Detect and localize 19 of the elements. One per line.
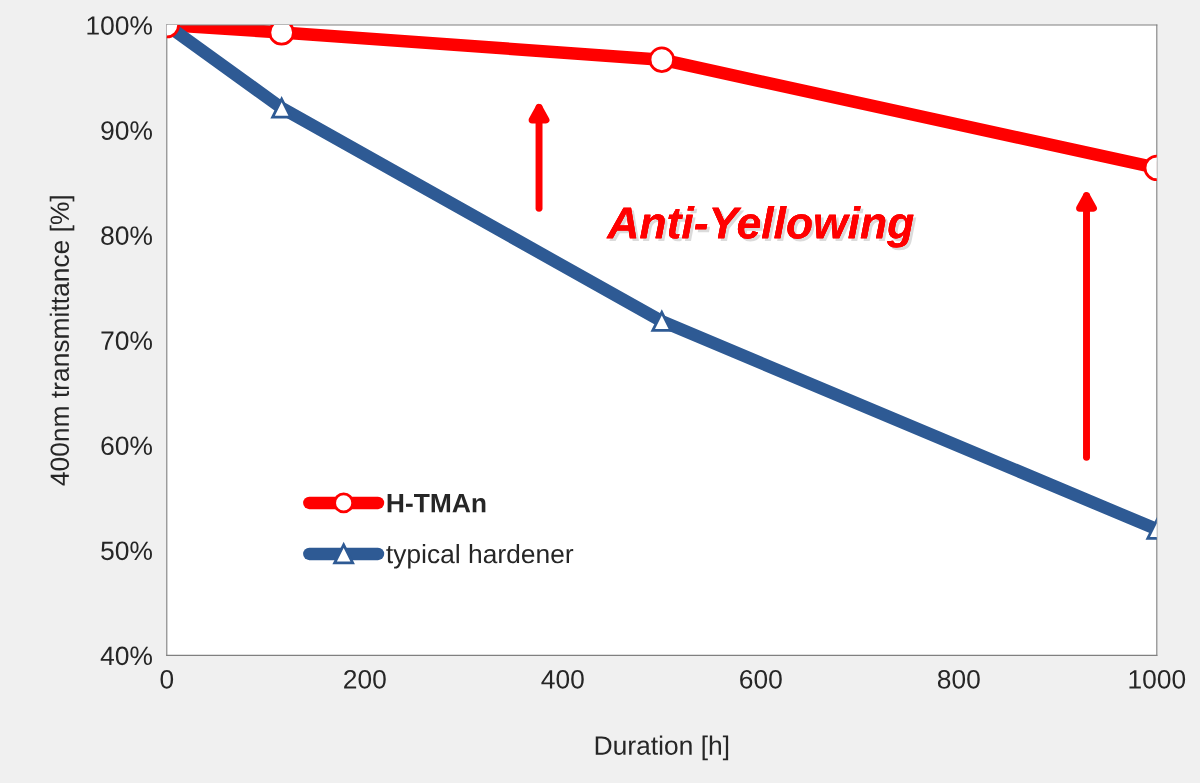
x-tick-label: 600 xyxy=(740,669,782,689)
legend-label: typical hardener xyxy=(386,543,574,569)
legend-label: H-TMAn xyxy=(387,493,486,513)
y-tick-label: 100% xyxy=(87,16,152,35)
y-tick-label: 50% xyxy=(101,541,152,561)
point xyxy=(651,310,673,332)
y-tick-label: 90% xyxy=(101,121,152,140)
annotation: Anti-Yellowing xyxy=(606,206,917,251)
x-tick-label: 1000 xyxy=(1129,669,1186,689)
y-tick-label: 40% xyxy=(100,646,152,666)
x-tick-label: 800 xyxy=(937,669,980,689)
y-tick-label: 80% xyxy=(101,226,152,245)
x-tick-label: 0 xyxy=(160,669,174,689)
y-tick-label: 70% xyxy=(101,331,152,351)
y-axis-title: 400nm transmittance [%] xyxy=(49,196,75,486)
y-tick-label: 60% xyxy=(101,436,152,456)
x-tick-label: 200 xyxy=(344,669,386,689)
x-axis-title: Duration [h] xyxy=(595,735,729,761)
x-tick-label: 400 xyxy=(541,669,584,689)
